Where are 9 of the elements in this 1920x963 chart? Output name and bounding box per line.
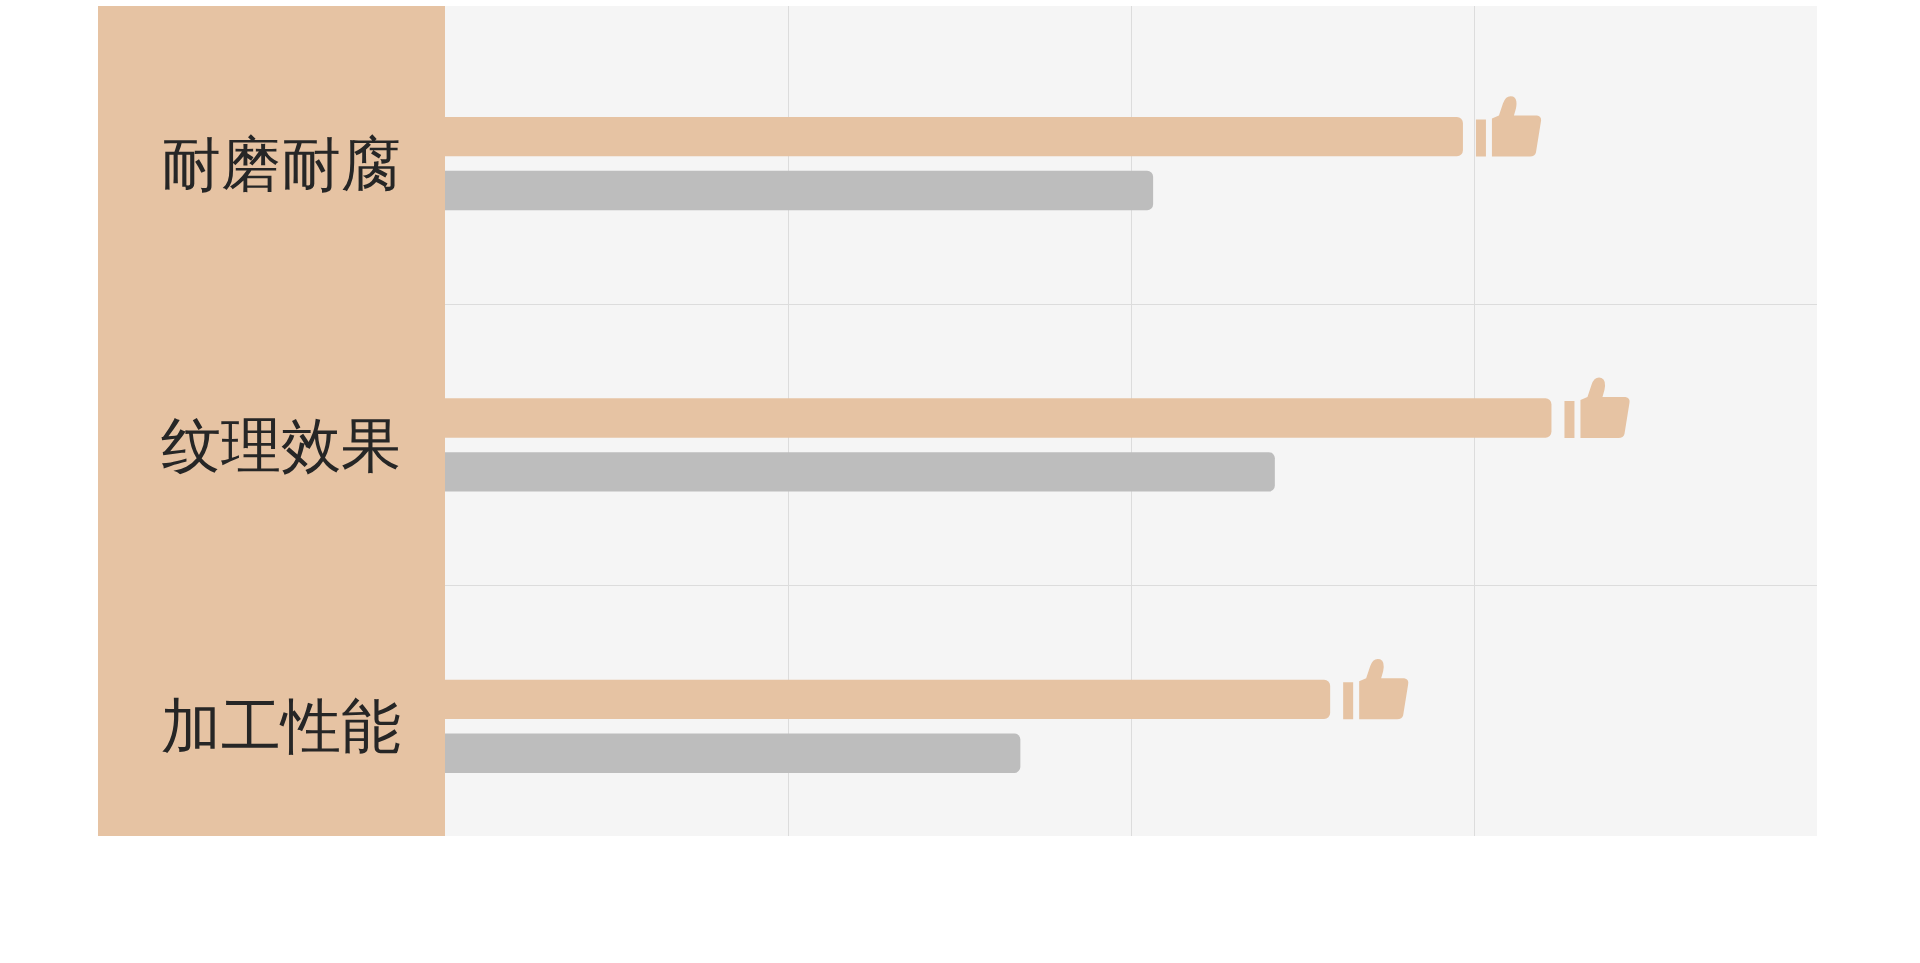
bar — [445, 452, 1275, 492]
y-tick-label: 耐磨耐腐 — [161, 131, 401, 198]
bar — [445, 170, 1154, 211]
bar — [445, 116, 1463, 157]
bar — [445, 679, 1331, 719]
bar — [445, 733, 1021, 773]
bar — [445, 398, 1552, 438]
y-tick-label: 加工性能 — [161, 694, 401, 761]
y-tick-label: 纹理效果 — [161, 412, 401, 479]
